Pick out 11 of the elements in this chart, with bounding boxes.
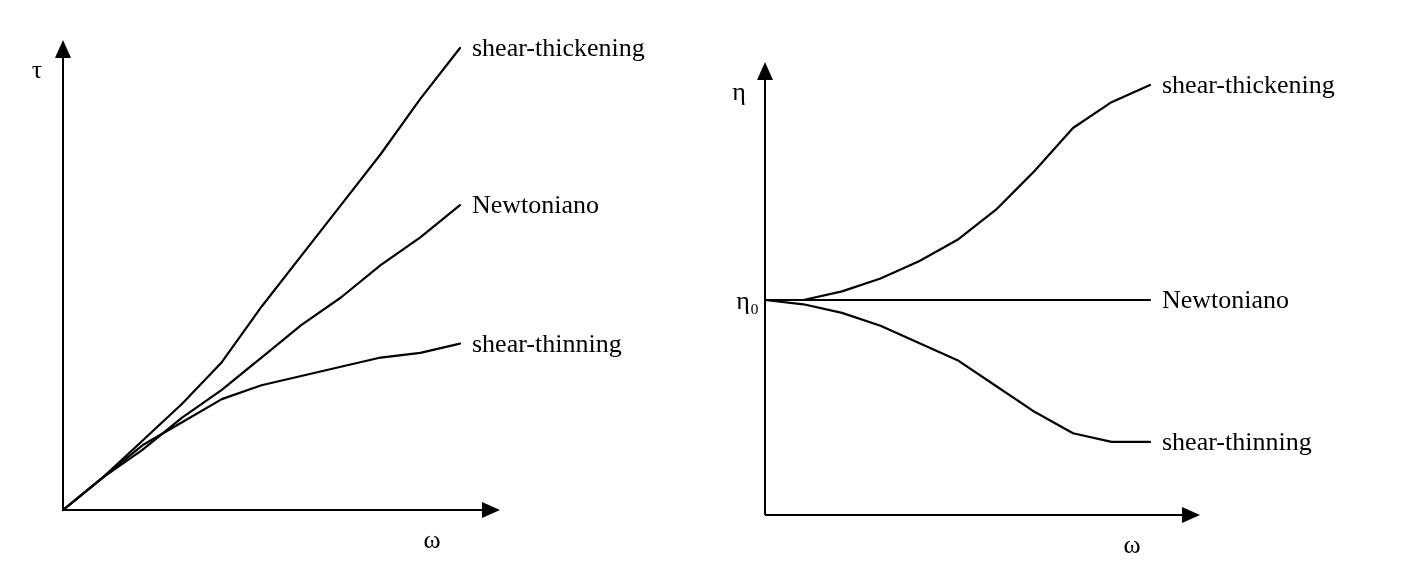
series-label: shear-thinning — [472, 328, 622, 358]
series-label: Newtoniano — [472, 190, 600, 220]
y-axis-title: τ — [31, 55, 43, 84]
series-label: shear-thickening — [472, 33, 645, 62]
x-axis-title: ω — [423, 525, 441, 554]
y-axis-title: η — [732, 77, 746, 106]
x-axis-title: ω — [1123, 530, 1141, 559]
series-label: shear-thickening — [1162, 70, 1335, 99]
series-label: Newtoniano — [1162, 285, 1290, 314]
text: η₀ — [736, 286, 759, 315]
series-label: shear-thinning — [1162, 426, 1312, 456]
